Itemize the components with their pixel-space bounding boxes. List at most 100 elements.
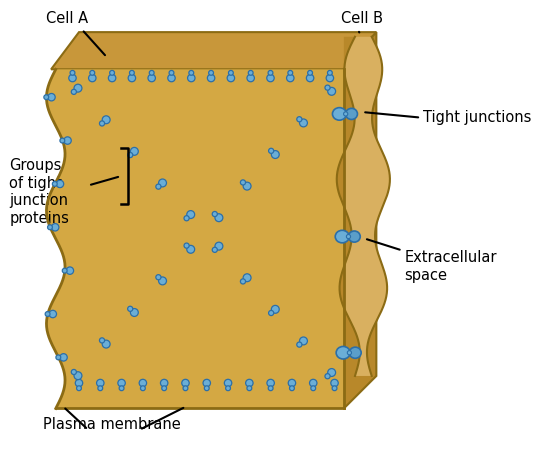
Ellipse shape [212,212,218,216]
Ellipse shape [102,116,110,124]
Ellipse shape [131,147,138,155]
Ellipse shape [71,89,76,94]
Ellipse shape [306,74,314,82]
Ellipse shape [90,70,95,75]
Ellipse shape [311,386,316,391]
Ellipse shape [215,242,223,250]
Ellipse shape [45,312,50,317]
Ellipse shape [159,179,166,187]
Ellipse shape [44,95,49,100]
Polygon shape [46,69,344,409]
Ellipse shape [49,310,57,318]
Ellipse shape [207,74,215,82]
Ellipse shape [247,74,255,82]
Polygon shape [344,32,376,409]
Ellipse shape [247,386,252,391]
Ellipse shape [310,379,317,387]
Ellipse shape [100,121,104,126]
Ellipse shape [325,85,330,90]
Ellipse shape [300,119,307,127]
Ellipse shape [128,74,135,82]
Ellipse shape [156,184,161,189]
Ellipse shape [47,225,52,230]
Ellipse shape [184,216,189,221]
Ellipse shape [205,386,209,391]
Ellipse shape [246,379,253,387]
Ellipse shape [128,152,133,157]
Text: Groups
of tight
junction
proteins: Groups of tight junction proteins [9,158,69,226]
Polygon shape [337,37,390,376]
Text: Plasma membrane: Plasma membrane [42,417,181,432]
Ellipse shape [108,74,116,82]
Ellipse shape [332,386,337,391]
Ellipse shape [348,231,360,242]
Ellipse shape [69,74,76,82]
Ellipse shape [75,379,83,387]
Ellipse shape [148,74,156,82]
Ellipse shape [60,138,65,143]
Ellipse shape [332,108,347,120]
Ellipse shape [336,346,350,359]
Ellipse shape [287,74,294,82]
Ellipse shape [243,182,251,190]
Ellipse shape [118,379,125,387]
Ellipse shape [224,379,232,387]
Ellipse shape [52,224,59,231]
Ellipse shape [97,379,104,387]
Ellipse shape [335,230,349,243]
Ellipse shape [347,235,350,239]
Text: Extracellular
space: Extracellular space [404,250,497,282]
Ellipse shape [226,386,231,391]
Ellipse shape [182,379,189,387]
Ellipse shape [184,243,189,248]
Ellipse shape [160,379,168,387]
Ellipse shape [268,70,273,75]
Ellipse shape [297,117,302,122]
Ellipse shape [327,70,332,75]
Ellipse shape [347,350,351,355]
Ellipse shape [243,274,251,282]
Ellipse shape [215,214,223,221]
Ellipse shape [349,347,361,358]
Ellipse shape [62,268,67,273]
Ellipse shape [128,306,133,311]
Ellipse shape [240,279,245,284]
Ellipse shape [308,70,312,75]
Ellipse shape [183,386,188,391]
Ellipse shape [159,277,166,285]
Text: Cell A: Cell A [46,11,88,26]
Ellipse shape [268,386,273,391]
Ellipse shape [188,74,195,82]
Ellipse shape [271,305,279,313]
Ellipse shape [271,151,279,158]
Ellipse shape [156,275,161,280]
Ellipse shape [60,354,67,361]
Polygon shape [337,37,360,376]
Ellipse shape [102,340,110,348]
Text: Cell B: Cell B [342,11,384,26]
Polygon shape [51,32,376,69]
Ellipse shape [70,70,75,75]
Ellipse shape [212,247,218,253]
Ellipse shape [327,87,336,95]
Ellipse shape [77,386,82,391]
Ellipse shape [89,74,96,82]
Ellipse shape [189,70,194,75]
Ellipse shape [325,373,330,379]
Ellipse shape [331,379,338,387]
Ellipse shape [228,70,233,75]
Ellipse shape [168,74,175,82]
Ellipse shape [52,181,57,186]
Ellipse shape [162,386,166,391]
Ellipse shape [140,386,145,391]
Ellipse shape [98,386,103,391]
Ellipse shape [119,386,124,391]
Ellipse shape [209,70,213,75]
Ellipse shape [248,70,253,75]
Ellipse shape [240,180,245,185]
Ellipse shape [227,74,234,82]
Ellipse shape [129,70,134,75]
Text: Tight junctions: Tight junctions [423,110,531,125]
Ellipse shape [56,355,61,360]
Ellipse shape [169,70,174,75]
